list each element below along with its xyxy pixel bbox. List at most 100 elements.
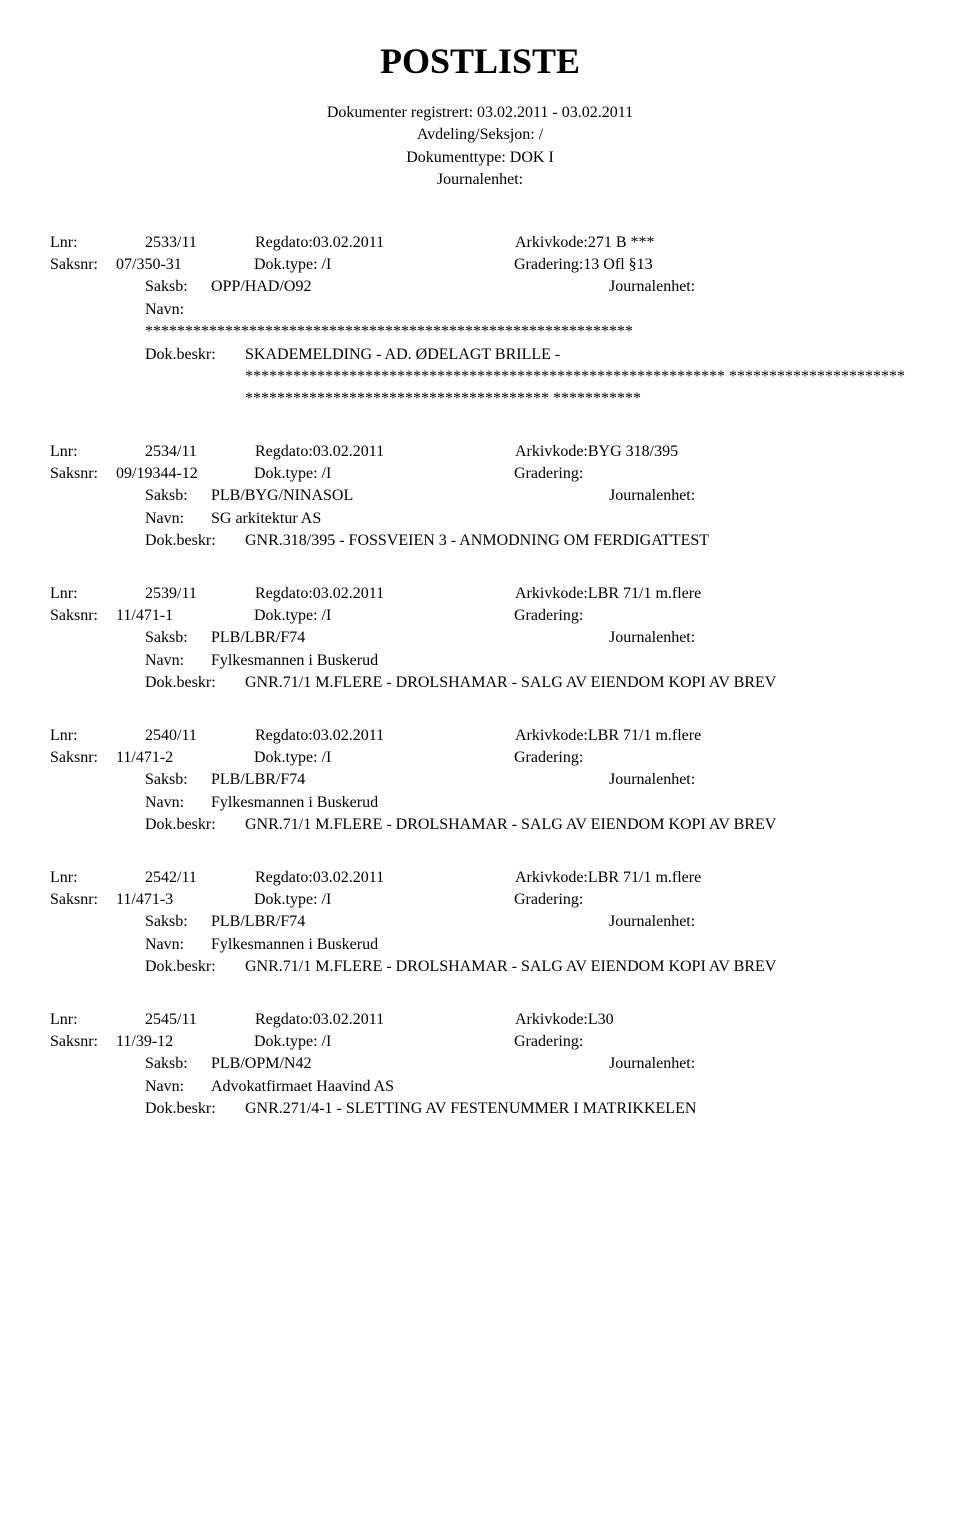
beskr-value: GNR.318/395 - FOSSVEIEN 3 - ANMODNING OM… [245,530,910,552]
gradering-value: Gradering: [514,1031,583,1053]
saksnr-label: Saksnr: [50,254,116,276]
navn-value: SG arkitektur AS [211,508,321,530]
beskr-value: GNR.71/1 M.FLERE - DROLSHAMAR - SALG AV … [245,672,910,694]
beskr-label: Dok.beskr: [145,530,245,552]
saksnr-value: 11/471-2 [116,747,254,769]
beskr-stars: ****************************************… [50,366,910,411]
navn-value: Advokatfirmaet Haavind AS [211,1076,394,1098]
beskr-label: Dok.beskr: [145,672,245,694]
saksb-label: Saksb: [145,1053,211,1075]
navn-value: Fylkesmannen i Buskerud [211,792,378,814]
saksnr-label: Saksnr: [50,1031,116,1053]
doktype-value: Dok.type: /I [254,889,514,911]
gradering-value: Gradering:13 Ofl §13 [514,254,653,276]
lnr-label: Lnr: [50,867,145,889]
arkivkode-value: Arkivkode:BYG 318/395 [515,441,678,463]
entry: Lnr:2542/11Regdato:03.02.2011Arkivkode:L… [50,867,910,979]
saksnr-label: Saksnr: [50,889,116,911]
journalenhet-value: Journalenhet: [609,1053,695,1075]
saksb-value: OPP/HAD/O92 [211,276,609,298]
saksb-label: Saksb: [145,769,211,791]
lnr-value: 2539/11 [145,583,255,605]
entry: Lnr:2533/11Regdato:03.02.2011Arkivkode:2… [50,232,910,411]
beskr-label: Dok.beskr: [145,956,245,978]
doktype-value: Dok.type: /I [254,254,514,276]
saksb-value: PLB/BYG/NINASOL [211,485,609,507]
doktype-value: Dok.type: /I [254,605,514,627]
journalenhet-value: Journalenhet: [609,627,695,649]
journalenhet-value: Journalenhet: [609,485,695,507]
saksb-value: PLB/LBR/F74 [211,769,609,791]
beskr-label: Dok.beskr: [145,344,245,366]
lnr-value: 2542/11 [145,867,255,889]
lnr-label: Lnr: [50,1009,145,1031]
lnr-value: 2534/11 [145,441,255,463]
navn-label: Navn: [145,299,211,321]
journalenhet-value: Journalenhet: [609,911,695,933]
saksnr-value: 11/471-3 [116,889,254,911]
gradering-value: Gradering: [514,463,583,485]
regdato-value: Regdato:03.02.2011 [255,232,515,254]
saksnr-label: Saksnr: [50,747,116,769]
entry: Lnr:2539/11Regdato:03.02.2011Arkivkode:L… [50,583,910,695]
beskr-label: Dok.beskr: [145,814,245,836]
entry: Lnr:2540/11Regdato:03.02.2011Arkivkode:L… [50,725,910,837]
lnr-value: 2540/11 [145,725,255,747]
doktype-value: Dok.type: /I [254,747,514,769]
saksnr-value: 09/19344-12 [116,463,254,485]
saksb-value: PLB/LBR/F74 [211,627,609,649]
arkivkode-value: Arkivkode:271 B *** [515,232,655,254]
gradering-value: Gradering: [514,889,583,911]
journalenhet-value: Journalenhet: [609,276,695,298]
page-title: POSTLISTE [50,40,910,82]
regdato-value: Regdato:03.02.2011 [255,441,515,463]
saksb-label: Saksb: [145,276,211,298]
entry: Lnr:2545/11Regdato:03.02.2011Arkivkode:L… [50,1009,910,1121]
lnr-value: 2533/11 [145,232,255,254]
saksb-label: Saksb: [145,485,211,507]
beskr-value: GNR.271/4-1 - SLETTING AV FESTENUMMER I … [245,1098,910,1120]
beskr-label: Dok.beskr: [145,1098,245,1120]
saksb-label: Saksb: [145,911,211,933]
navn-label: Navn: [145,650,211,672]
header-line1: Dokumenter registrert: 03.02.2011 - 03.0… [50,102,910,124]
beskr-value: GNR.71/1 M.FLERE - DROLSHAMAR - SALG AV … [245,814,910,836]
saksnr-label: Saksnr: [50,463,116,485]
saksnr-value: 11/471-1 [116,605,254,627]
navn-value: Fylkesmannen i Buskerud [211,650,378,672]
arkivkode-value: Arkivkode:L30 [515,1009,614,1031]
doktype-value: Dok.type: /I [254,1031,514,1053]
lnr-label: Lnr: [50,232,145,254]
arkivkode-value: Arkivkode:LBR 71/1 m.flere [515,725,701,747]
regdato-value: Regdato:03.02.2011 [255,583,515,605]
entry: Lnr:2534/11Regdato:03.02.2011Arkivkode:B… [50,441,910,553]
beskr-value: SKADEMELDING - AD. ØDELAGT BRILLE - [245,344,910,366]
navn-stars: ****************************************… [50,321,910,343]
navn-value: Fylkesmannen i Buskerud [211,934,378,956]
page-subheader: Dokumenter registrert: 03.02.2011 - 03.0… [50,102,910,192]
gradering-value: Gradering: [514,605,583,627]
lnr-label: Lnr: [50,441,145,463]
lnr-value: 2545/11 [145,1009,255,1031]
saksb-value: PLB/LBR/F74 [211,911,609,933]
navn-label: Navn: [145,934,211,956]
arkivkode-value: Arkivkode:LBR 71/1 m.flere [515,867,701,889]
beskr-value: GNR.71/1 M.FLERE - DROLSHAMAR - SALG AV … [245,956,910,978]
gradering-value: Gradering: [514,747,583,769]
navn-label: Navn: [145,1076,211,1098]
regdato-value: Regdato:03.02.2011 [255,725,515,747]
navn-label: Navn: [145,792,211,814]
arkivkode-value: Arkivkode:LBR 71/1 m.flere [515,583,701,605]
saksnr-value: 07/350-31 [116,254,254,276]
regdato-value: Regdato:03.02.2011 [255,1009,515,1031]
lnr-label: Lnr: [50,583,145,605]
lnr-label: Lnr: [50,725,145,747]
header-line4: Journalenhet: [50,169,910,191]
saksb-label: Saksb: [145,627,211,649]
header-line3: Dokumenttype: DOK I [50,147,910,169]
regdato-value: Regdato:03.02.2011 [255,867,515,889]
saksb-value: PLB/OPM/N42 [211,1053,609,1075]
saksnr-label: Saksnr: [50,605,116,627]
doktype-value: Dok.type: /I [254,463,514,485]
navn-label: Navn: [145,508,211,530]
